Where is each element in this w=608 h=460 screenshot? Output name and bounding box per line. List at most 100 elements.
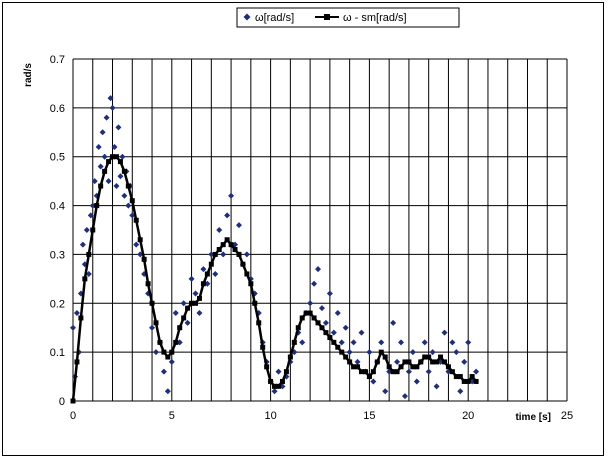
raw-point <box>70 324 76 331</box>
raw-point <box>394 358 401 365</box>
smooth-point <box>169 349 175 355</box>
smooth-point <box>315 320 321 326</box>
raw-point <box>354 358 361 365</box>
smooth-point <box>248 281 254 287</box>
raw-point <box>326 290 333 297</box>
smooth-point <box>141 256 147 262</box>
smooth-point <box>453 374 459 380</box>
smooth-point <box>422 354 428 360</box>
smooth-point <box>469 374 475 380</box>
raw-point <box>83 227 90 233</box>
smooth-point <box>102 168 108 174</box>
raw-point <box>164 388 171 395</box>
smooth-point <box>200 281 206 287</box>
raw-point <box>366 349 373 356</box>
raw-point <box>95 143 102 150</box>
smooth-point <box>212 251 218 257</box>
raw-point <box>330 329 337 336</box>
raw-point <box>473 368 480 375</box>
raw-point <box>192 290 199 297</box>
smooth-point <box>260 344 266 350</box>
x-tick-label: 20 <box>462 410 474 422</box>
smooth-point <box>129 198 135 204</box>
smooth-point <box>307 310 313 316</box>
raw-point <box>401 393 408 400</box>
smooth-point <box>113 154 119 160</box>
smooth-point <box>74 359 80 365</box>
series-raw-points <box>70 95 480 400</box>
raw-point <box>220 251 227 258</box>
smooth-point <box>445 364 451 370</box>
raw-point <box>322 319 329 326</box>
legend-label-smooth: ω - sm[rad/s] <box>343 12 407 24</box>
raw-point <box>453 349 460 356</box>
smooth-point <box>378 349 384 355</box>
smooth-point <box>402 359 408 365</box>
smooth-point <box>82 276 88 282</box>
raw-point <box>382 388 389 395</box>
raw-point <box>228 192 235 199</box>
legend-label-raw: ω[rad/s] <box>255 12 294 24</box>
smooth-point <box>465 378 471 384</box>
raw-point <box>87 212 94 219</box>
y-tick-labels: 0 0.1 0.2 0.3 0.4 0.5 0.6 0.7 <box>50 54 65 408</box>
chart-frame: 0 5 10 15 20 25 0 0.1 0.2 0.3 0.4 0.5 0.6 0.7 rad/s … <box>2 2 604 456</box>
smooth-point <box>240 261 246 267</box>
smooth-point <box>276 383 282 389</box>
smooth-point <box>196 295 202 301</box>
smooth-point <box>228 242 234 248</box>
raw-point <box>299 339 306 346</box>
raw-point <box>334 310 341 317</box>
raw-point <box>342 324 349 331</box>
smooth-point <box>366 374 372 380</box>
raw-point <box>109 104 116 111</box>
y-tick-label: 0.5 <box>50 152 65 164</box>
raw-point <box>172 310 179 317</box>
raw-point <box>271 388 278 395</box>
smooth-point <box>220 242 226 248</box>
smooth-point <box>98 183 104 189</box>
raw-point <box>311 280 318 287</box>
raw-point <box>315 266 322 273</box>
smooth-point <box>272 383 278 389</box>
smooth-point <box>189 300 195 306</box>
smooth-point <box>181 315 187 321</box>
smooth-point <box>441 359 447 365</box>
smooth-point <box>291 339 297 345</box>
raw-point <box>79 241 86 248</box>
raw-point <box>133 241 140 248</box>
raw-point <box>449 339 456 346</box>
smooth-point <box>394 369 400 375</box>
x-tick-label: 15 <box>363 410 375 422</box>
smooth-point <box>335 344 341 350</box>
raw-point <box>101 153 108 160</box>
raw-point <box>121 192 128 199</box>
smooth-point <box>106 159 112 165</box>
y-axis-label: rad/s <box>23 63 34 87</box>
smooth-point <box>295 325 301 331</box>
smooth-point <box>161 349 167 355</box>
smooth-point <box>430 359 436 365</box>
smooth-point <box>264 364 270 370</box>
smooth-point <box>331 339 337 345</box>
grid-lines <box>72 58 568 402</box>
smooth-point <box>343 354 349 360</box>
smooth-point <box>410 364 416 370</box>
raw-point <box>107 95 114 102</box>
legend-box <box>236 7 460 28</box>
raw-point <box>168 358 175 365</box>
smooth-point <box>153 320 159 326</box>
smooth-point <box>449 369 455 375</box>
raw-point <box>370 378 377 385</box>
raw-point <box>433 383 440 390</box>
smooth-point <box>382 354 388 360</box>
y-tick-label: 0.1 <box>50 347 65 359</box>
x-tick-label: 25 <box>561 410 573 422</box>
raw-point <box>212 270 219 277</box>
raw-point <box>73 310 80 317</box>
raw-point <box>149 324 156 331</box>
smooth-point <box>204 271 210 277</box>
smooth-point <box>94 203 100 209</box>
raw-point <box>350 339 357 346</box>
smooth-point <box>244 271 250 277</box>
